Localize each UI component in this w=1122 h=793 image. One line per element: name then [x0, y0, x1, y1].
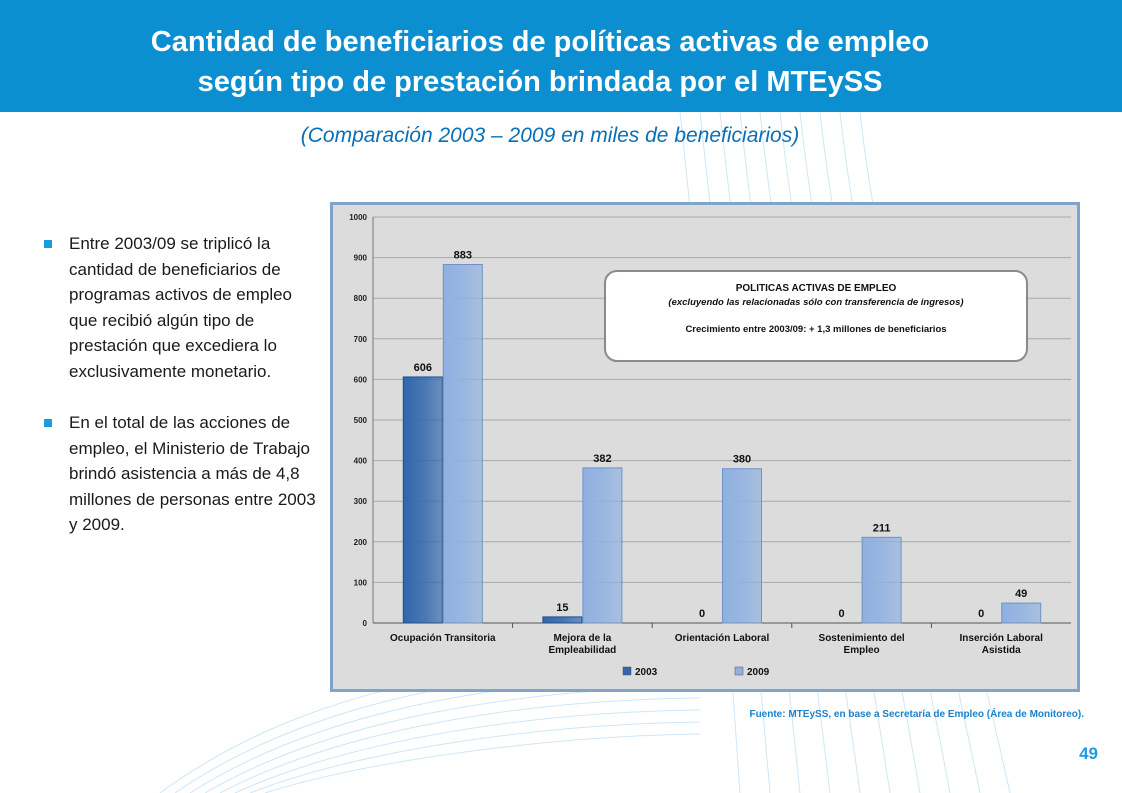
data-label: 49	[1015, 588, 1027, 600]
slide-title-line-1: Cantidad de beneficiarios de políticas a…	[150, 26, 930, 58]
legend-swatch-2003	[622, 666, 632, 676]
y-tick-label: 500	[354, 416, 368, 425]
legend-label-2003: 2003	[635, 667, 658, 678]
x-tick-label: Mejora de la	[553, 633, 611, 644]
annotation-heading: POLITICAS ACTIVAS DE EMPLEO	[736, 283, 897, 294]
bullet-text: En el total de las acciones de empleo, e…	[69, 413, 316, 534]
title-banner: Cantidad de beneficiarios de políticas a…	[0, 0, 1122, 112]
bullet-item: En el total de las acciones de empleo, e…	[44, 410, 324, 538]
y-tick-label: 0	[363, 619, 368, 628]
x-tick-label: Ocupación Transitoria	[390, 633, 496, 644]
slide-title-line-2: según tipo de prestación brindada por el…	[197, 66, 883, 98]
bar-2003	[542, 616, 583, 624]
bar-2003	[402, 376, 443, 624]
bullet-text: Entre 2003/09 se triplicó la cantidad de…	[69, 234, 293, 381]
bar-chart: 01002003004005006007008009001000606883Oc…	[349, 213, 1071, 678]
square-bullet-icon	[44, 240, 52, 248]
source-note: Fuente: MTEySS, en base a Secretaría de …	[749, 709, 1084, 720]
x-tick-label: Empleo	[844, 645, 880, 656]
data-label: 382	[593, 453, 611, 465]
y-tick-label: 1000	[349, 213, 367, 222]
data-label: 606	[414, 362, 432, 374]
data-label: 211	[873, 522, 891, 534]
bar-2009	[722, 468, 762, 624]
chart-frame: 0 100 200 300 400 500 600 700 800 900 1000 606 883 Oc…	[330, 202, 1080, 692]
x-tick-label: Inserción Laboral	[960, 633, 1044, 644]
bar-2009	[442, 264, 483, 624]
bullet-list: Entre 2003/09 se triplicó la cantidad de…	[44, 231, 324, 564]
x-tick-label: Asistida	[982, 645, 1021, 656]
x-tick-label: Empleabilidad	[549, 645, 617, 656]
square-bullet-icon	[44, 419, 52, 427]
bullet-item: Entre 2003/09 se triplicó la cantidad de…	[44, 231, 324, 384]
y-tick-label: 700	[354, 335, 368, 344]
y-tick-label: 600	[354, 375, 368, 384]
annotation-growth: Crecimiento entre 2003/09: + 1,3 millone…	[685, 324, 946, 335]
slide-subtitle: (Comparación 2003 – 2009 en miles de ben…	[300, 124, 800, 147]
data-label: 0	[699, 608, 705, 620]
x-tick-label: Sostenimiento del	[819, 633, 905, 644]
y-tick-label: 200	[354, 538, 368, 547]
data-label: 0	[978, 608, 984, 620]
y-tick-label: 100	[354, 578, 368, 587]
annotation-box	[604, 270, 1028, 362]
legend-label-2009: 2009	[747, 667, 770, 678]
legend-swatch-2009	[734, 666, 744, 676]
bar-2009	[582, 467, 623, 624]
data-label: 883	[454, 250, 472, 262]
y-tick-label: 300	[354, 497, 368, 506]
y-tick-label: 900	[354, 254, 368, 263]
data-label: 15	[556, 602, 568, 614]
slide-title: Cantidad de beneficiarios de políticas a…	[40, 22, 1040, 102]
data-label: 380	[733, 454, 751, 466]
data-label: 0	[839, 608, 845, 620]
bar-2009	[861, 536, 902, 624]
x-tick-label: Orientación Laboral	[675, 633, 770, 644]
bar-2009	[1001, 602, 1042, 624]
annotation-note: (excluyendo las relacionadas sólo con tr…	[668, 297, 963, 308]
y-tick-label: 400	[354, 457, 368, 466]
y-tick-label: 800	[354, 294, 368, 303]
page-number: 49	[1079, 744, 1098, 763]
